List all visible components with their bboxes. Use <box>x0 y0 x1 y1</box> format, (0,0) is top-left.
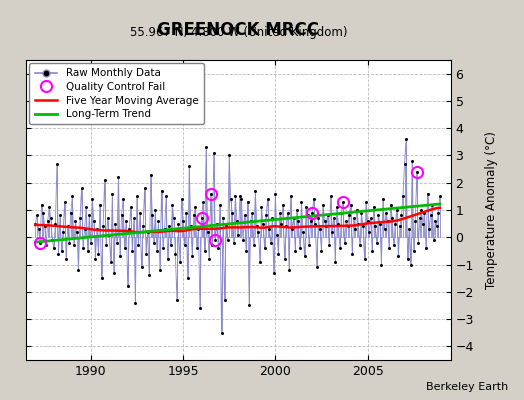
Text: Berkeley Earth: Berkeley Earth <box>426 382 508 392</box>
Y-axis label: Temperature Anomaly (°C): Temperature Anomaly (°C) <box>485 131 498 289</box>
Title: GREENOCK MRCC: GREENOCK MRCC <box>157 21 320 39</box>
Legend: Raw Monthly Data, Quality Control Fail, Five Year Moving Average, Long-Term Tren: Raw Monthly Data, Quality Control Fail, … <box>29 63 204 124</box>
Text: 55.967 N, 4.800 W (United Kingdom): 55.967 N, 4.800 W (United Kingdom) <box>129 26 347 39</box>
